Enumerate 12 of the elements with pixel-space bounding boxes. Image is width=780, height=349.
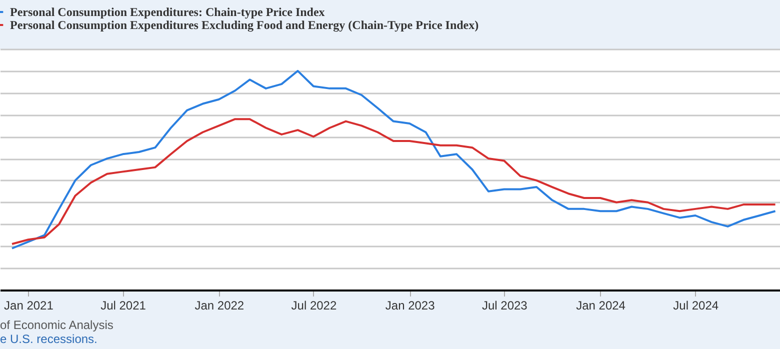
x-tick-label: Jan 2022 [194,298,244,312]
legend-label: Personal Consumption Expenditures: Chain-type Price Index [10,5,325,19]
text: of Economic Analysis [0,318,114,332]
x-tick-label: Jul 2021 [100,298,146,312]
x-tick-label: Jan 2021 [4,298,54,312]
x-tick-label: Jul 2024 [673,298,719,312]
x-tick-label: Jan 2024 [576,298,626,312]
x-tick-label: Jul 2023 [482,298,528,312]
text: e U.S. recessions. [0,332,98,346]
x-tick-label: Jul 2022 [291,298,337,312]
legend-label: Personal Consumption Expenditures Excluding Food and Energy (Chain-Type Price Index) [10,18,479,32]
x-tick-label: Jan 2023 [385,298,436,312]
